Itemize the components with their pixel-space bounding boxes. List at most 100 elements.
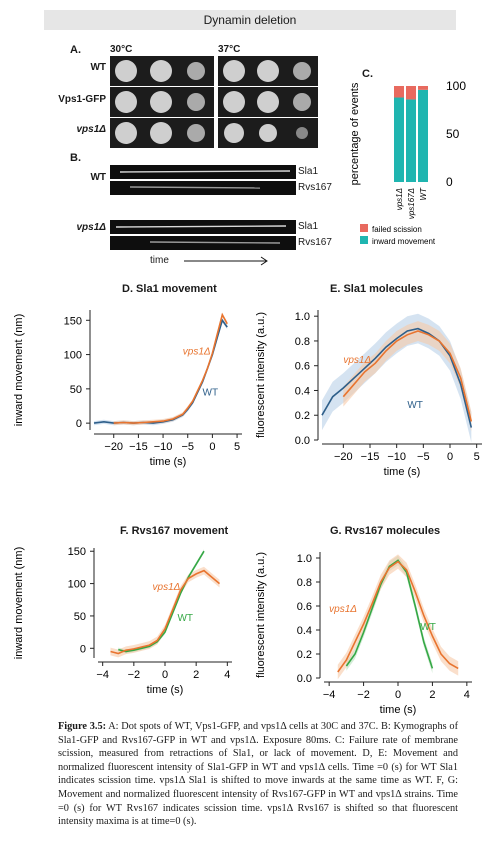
chartF-ytick-label-3: 150 xyxy=(68,546,86,558)
chartE-ylabel: fluorescent intensity (a.u.) xyxy=(255,312,267,438)
time-arrow-icon xyxy=(184,256,268,266)
chartF-xtick-label-4: 4 xyxy=(224,669,230,681)
panel-b-label: B. xyxy=(70,152,81,164)
bar-category-label-1: vps167Δ xyxy=(407,188,416,219)
caption-text: A: Dot spots of WT, Vps1-GFP, and vps1Δ … xyxy=(58,721,458,828)
chartE-xtick-label-3: −5 xyxy=(417,451,430,463)
chartD-band-0 xyxy=(94,318,228,426)
chartD-ytick-label-3: 150 xyxy=(64,315,82,327)
chartG-ytick-label-3: 0.6 xyxy=(297,601,312,613)
chartE-ytick-label-2: 0.4 xyxy=(295,385,310,397)
chartG-annot-wt: WT xyxy=(420,622,436,633)
bar-failed-2 xyxy=(418,86,428,90)
chartG-band-1 xyxy=(337,554,459,680)
chartD-annot-vps1: vps1Δ xyxy=(183,347,211,358)
chartF-xtick-label-0: −4 xyxy=(96,669,109,681)
chartD-ytick-label-2: 100 xyxy=(64,350,82,362)
chartF-series-line-0 xyxy=(118,550,205,653)
strain-wt-label: WT xyxy=(90,62,106,73)
chartF-ytick-label-0: 0 xyxy=(80,643,86,655)
chartD-series-line-1 xyxy=(113,312,228,424)
panel-e-chart: 0.0 0.2 0.4 0.6 0.8 1.0 −20 −15 −10 −5 0 5 time (s) f… xyxy=(255,310,482,478)
chartD-band-1 xyxy=(113,312,228,426)
chartD-xtick-label-5: 5 xyxy=(234,441,240,453)
figure-caption: Figure 3.5: A: Dot spots of WT, Vps1-GFP… xyxy=(58,720,458,829)
panel-d-chart: 0 50 100 150 −20 −15 −10 −5 0 5 time (s) inward mov… xyxy=(13,310,242,468)
chartG-ytick-label-0: 0.0 xyxy=(297,673,312,685)
panel-e-title: E. Sla1 molecules xyxy=(330,283,423,295)
chartD-ytick-label-1: 50 xyxy=(70,384,82,396)
chartE-xtick-label-0: −20 xyxy=(334,451,353,463)
bar-failed-0 xyxy=(394,86,404,98)
chartF-annot-wt: WT xyxy=(177,613,193,624)
track-vps1-rvs167: Rvs167 xyxy=(298,237,332,248)
panel-c-ytick-1: 50 xyxy=(446,127,460,141)
panel-c-ytick-2: 100 xyxy=(446,79,466,93)
chartD-xtick-label-2: −10 xyxy=(154,441,173,453)
chartD-xtick-label-3: −5 xyxy=(181,441,194,453)
chartD-ylabel: inward movement (nm) xyxy=(13,314,25,426)
panel-c-label: C. xyxy=(362,68,373,80)
chartE-band-1 xyxy=(343,321,472,432)
chartG-xtick-label-0: −4 xyxy=(323,689,336,701)
chartF-band-1 xyxy=(110,566,220,658)
chartF-series-line-1 xyxy=(110,569,221,655)
chartG-ytick-label-1: 0.2 xyxy=(297,649,312,661)
chartE-xlabel: time (s) xyxy=(384,466,421,478)
chartF-xlabel: time (s) xyxy=(147,684,184,696)
chartG-ytick-label-4: 0.8 xyxy=(297,577,312,589)
chartG-xtick-label-4: 4 xyxy=(464,689,470,701)
strain-vps1gfp-label: Vps1-GFP xyxy=(58,94,106,105)
chartE-xtick-label-1: −15 xyxy=(361,451,380,463)
panel-g-chart: 0.0 0.2 0.4 0.6 0.8 1.0 −4 −2 0 2 4 time (s) fluores… xyxy=(255,552,472,716)
chartE-annot-vps1: vps1Δ xyxy=(343,355,371,366)
panel-c-ytick-0: 0 xyxy=(446,175,453,189)
chartD-xtick-label-1: −15 xyxy=(129,441,148,453)
chartG-xlabel: time (s) xyxy=(380,704,417,716)
strain-vps1-label: vps1Δ xyxy=(76,124,106,135)
chartE-ytick-label-1: 0.2 xyxy=(295,410,310,422)
chartG-ytick-label-5: 1.0 xyxy=(297,553,312,565)
chartG-annot-vps1: vps1Δ xyxy=(329,604,357,615)
figure-banner: Dynamin deletion xyxy=(44,10,456,30)
legend-failed-label: failed scission xyxy=(372,225,422,234)
chartG-ylabel: fluorescent intensity (a.u.) xyxy=(255,552,267,678)
panel-c-ylabel: percentage of events xyxy=(350,82,361,185)
bar-failed-1 xyxy=(406,86,416,100)
chartG-xtick-label-1: −2 xyxy=(357,689,370,701)
chartE-ytick-label-5: 1.0 xyxy=(295,311,310,323)
legend-inward-swatch xyxy=(360,236,368,244)
chartE-annot-wt: WT xyxy=(407,400,423,411)
chartD-series-line-0 xyxy=(93,318,228,424)
panel-a-label: A. xyxy=(70,44,81,56)
temp-37-label: 37°C xyxy=(218,44,241,55)
chartF-ylabel: inward movement (nm) xyxy=(13,547,25,659)
chartG-xtick-label-3: 2 xyxy=(429,689,435,701)
bar-category-label-0: vps1Δ xyxy=(395,188,404,210)
bar-inward-2 xyxy=(418,89,428,182)
chartG-xtick-label-2: 0 xyxy=(395,689,401,701)
panel-d-title: D. Sla1 movement xyxy=(122,283,217,295)
chartE-xtick-label-4: 0 xyxy=(447,451,453,463)
chartF-xtick-label-2: 0 xyxy=(162,669,168,681)
legend-inward-label: inward movement xyxy=(372,237,436,246)
chartE-xtick-label-5: 5 xyxy=(474,451,480,463)
kymo-streaks xyxy=(115,170,291,244)
kymo-vps1-label: vps1Δ xyxy=(76,222,106,233)
chartF-xtick-label-3: 2 xyxy=(193,669,199,681)
chartF-xtick-label-1: −2 xyxy=(128,669,141,681)
panel-f-title: F. Rvs167 movement xyxy=(120,525,229,537)
chartE-ytick-label-0: 0.0 xyxy=(295,435,310,447)
chartE-ytick-label-3: 0.6 xyxy=(295,361,310,373)
chartE-xtick-label-2: −10 xyxy=(387,451,406,463)
temp-30-label: 30°C xyxy=(110,44,133,55)
time-axis-label: time xyxy=(150,255,169,266)
bar-inward-0 xyxy=(394,97,404,182)
bar-category-label-2: WT xyxy=(419,187,428,201)
panel-g-title: G. Rvs167 molecules xyxy=(330,525,441,537)
chartD-xlabel: time (s) xyxy=(150,456,187,468)
chartE-ytick-label-4: 0.8 xyxy=(295,336,310,348)
track-wt-sla1: Sla1 xyxy=(298,166,319,177)
legend-failed-swatch xyxy=(360,224,368,232)
spot-dots xyxy=(115,60,311,144)
